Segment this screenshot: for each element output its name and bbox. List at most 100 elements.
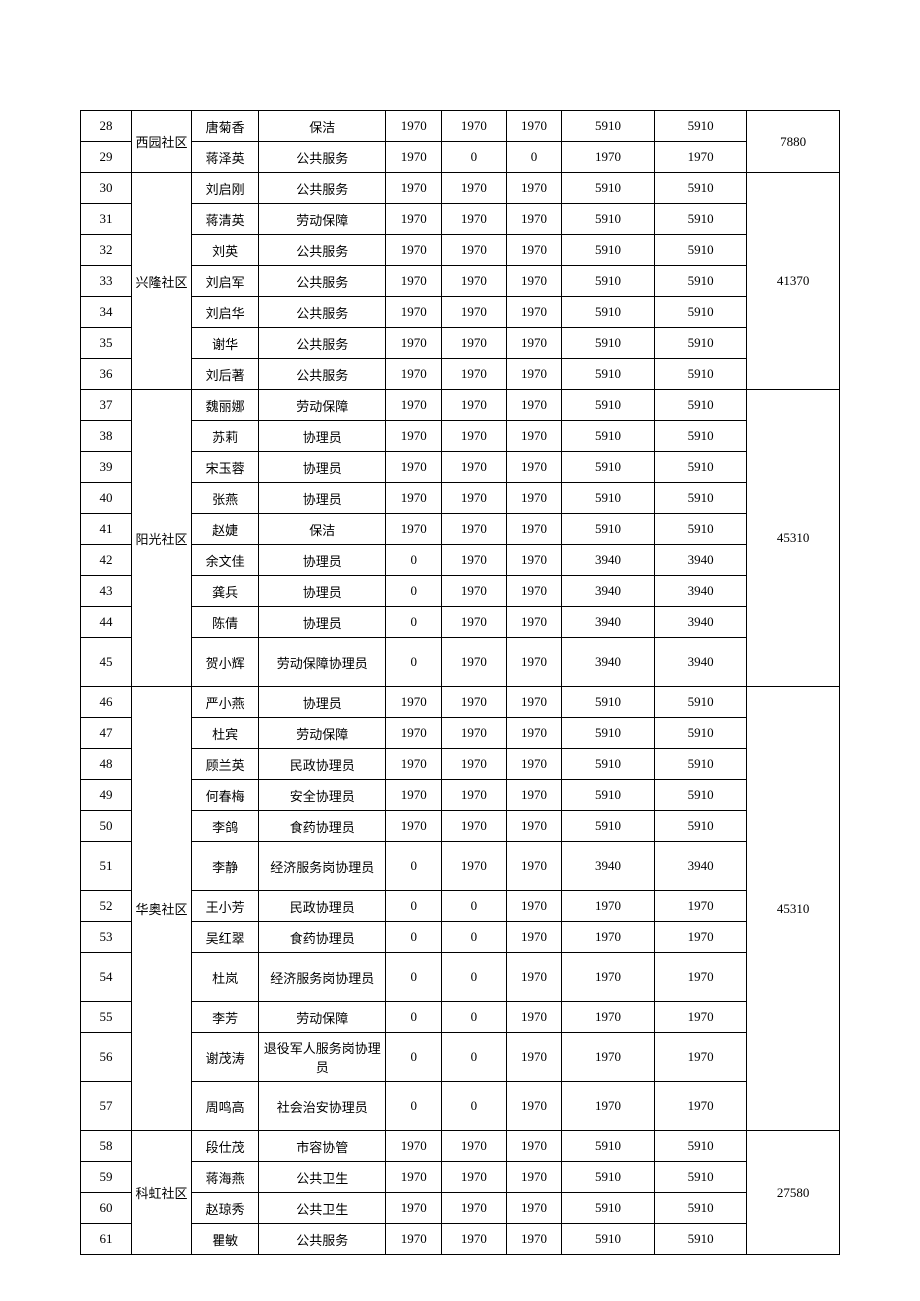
seq-cell: 54 [81, 953, 132, 1002]
c4-cell: 1970 [386, 1224, 442, 1255]
c5-cell: 1970 [441, 235, 506, 266]
seq-cell: 28 [81, 111, 132, 142]
position-cell: 协理员 [259, 607, 386, 638]
c5-cell: 1970 [441, 452, 506, 483]
c4-cell: 1970 [386, 421, 442, 452]
name-cell: 谢华 [192, 328, 259, 359]
name-cell: 龚兵 [192, 576, 259, 607]
c4-cell: 1970 [386, 111, 442, 142]
c6-cell: 1970 [506, 266, 562, 297]
community-cell: 科虹社区 [131, 1131, 191, 1255]
c7-cell: 1970 [562, 922, 655, 953]
c6-cell: 1970 [506, 421, 562, 452]
c7-cell: 5910 [562, 235, 655, 266]
position-cell: 食药协理员 [259, 922, 386, 953]
c5-cell: 1970 [441, 266, 506, 297]
c7-cell: 5910 [562, 173, 655, 204]
c6-cell: 1970 [506, 922, 562, 953]
c8-cell: 5910 [654, 111, 747, 142]
c4-cell: 1970 [386, 297, 442, 328]
c8-cell: 5910 [654, 421, 747, 452]
c8-cell: 5910 [654, 483, 747, 514]
c4-cell: 0 [386, 953, 442, 1002]
name-cell: 谢茂涛 [192, 1033, 259, 1082]
position-cell: 公共服务 [259, 1224, 386, 1255]
seq-cell: 61 [81, 1224, 132, 1255]
c8-cell: 5910 [654, 359, 747, 390]
position-cell: 公共卫生 [259, 1162, 386, 1193]
c4-cell: 1970 [386, 235, 442, 266]
seq-cell: 44 [81, 607, 132, 638]
position-cell: 民政协理员 [259, 749, 386, 780]
c7-cell: 5910 [562, 514, 655, 545]
seq-cell: 55 [81, 1002, 132, 1033]
c6-cell: 1970 [506, 842, 562, 891]
c8-cell: 5910 [654, 235, 747, 266]
position-cell: 劳动保障 [259, 718, 386, 749]
table-row: 55李芳劳动保障00197019701970 [81, 1002, 840, 1033]
c6-cell: 1970 [506, 173, 562, 204]
c5-cell: 1970 [441, 1131, 506, 1162]
c7-cell: 5910 [562, 780, 655, 811]
name-cell: 何春梅 [192, 780, 259, 811]
c8-cell: 1970 [654, 1033, 747, 1082]
c7-cell: 5910 [562, 1131, 655, 1162]
name-cell: 顾兰英 [192, 749, 259, 780]
c6-cell: 1970 [506, 514, 562, 545]
c6-cell: 1970 [506, 780, 562, 811]
table-row: 50李鸽食药协理员19701970197059105910 [81, 811, 840, 842]
seq-cell: 59 [81, 1162, 132, 1193]
position-cell: 劳动保障 [259, 204, 386, 235]
seq-cell: 38 [81, 421, 132, 452]
c8-cell: 5910 [654, 297, 747, 328]
c4-cell: 1970 [386, 514, 442, 545]
c7-cell: 5910 [562, 718, 655, 749]
c4-cell: 1970 [386, 1131, 442, 1162]
position-cell: 公共卫生 [259, 1193, 386, 1224]
name-cell: 蒋泽英 [192, 142, 259, 173]
c6-cell: 1970 [506, 1162, 562, 1193]
seq-cell: 37 [81, 390, 132, 421]
c4-cell: 1970 [386, 266, 442, 297]
c7-cell: 1970 [562, 1033, 655, 1082]
table-row: 35谢华公共服务19701970197059105910 [81, 328, 840, 359]
c5-cell: 1970 [441, 749, 506, 780]
table-row: 53吴红翠食药协理员00197019701970 [81, 922, 840, 953]
c7-cell: 1970 [562, 953, 655, 1002]
c8-cell: 1970 [654, 142, 747, 173]
c5-cell: 1970 [441, 687, 506, 718]
c5-cell: 1970 [441, 811, 506, 842]
group-total-cell: 27580 [747, 1131, 840, 1255]
c5-cell: 0 [441, 142, 506, 173]
name-cell: 瞿敏 [192, 1224, 259, 1255]
table-row: 28西园社区唐菊香保洁197019701970591059107880 [81, 111, 840, 142]
community-cell: 华奥社区 [131, 687, 191, 1131]
c6-cell: 1970 [506, 718, 562, 749]
seq-cell: 40 [81, 483, 132, 514]
c6-cell: 1970 [506, 483, 562, 514]
seq-cell: 34 [81, 297, 132, 328]
c8-cell: 5910 [654, 718, 747, 749]
seq-cell: 36 [81, 359, 132, 390]
c8-cell: 5910 [654, 452, 747, 483]
page: 28西园社区唐菊香保洁19701970197059105910788029蒋泽英… [80, 110, 840, 1255]
table-row: 57周鸣高社会治安协理员00197019701970 [81, 1082, 840, 1131]
name-cell: 周鸣高 [192, 1082, 259, 1131]
position-cell: 公共服务 [259, 297, 386, 328]
c7-cell: 5910 [562, 328, 655, 359]
c7-cell: 5910 [562, 452, 655, 483]
c6-cell: 1970 [506, 638, 562, 687]
table-row: 34刘启华公共服务19701970197059105910 [81, 297, 840, 328]
name-cell: 王小芳 [192, 891, 259, 922]
c7-cell: 3940 [562, 545, 655, 576]
c7-cell: 1970 [562, 142, 655, 173]
seq-cell: 46 [81, 687, 132, 718]
position-cell: 公共服务 [259, 328, 386, 359]
name-cell: 蒋海燕 [192, 1162, 259, 1193]
table-row: 41赵婕保洁19701970197059105910 [81, 514, 840, 545]
c4-cell: 1970 [386, 328, 442, 359]
c7-cell: 3940 [562, 842, 655, 891]
c4-cell: 1970 [386, 749, 442, 780]
table-row: 45贺小辉劳动保障协理员01970197039403940 [81, 638, 840, 687]
c4-cell: 1970 [386, 173, 442, 204]
